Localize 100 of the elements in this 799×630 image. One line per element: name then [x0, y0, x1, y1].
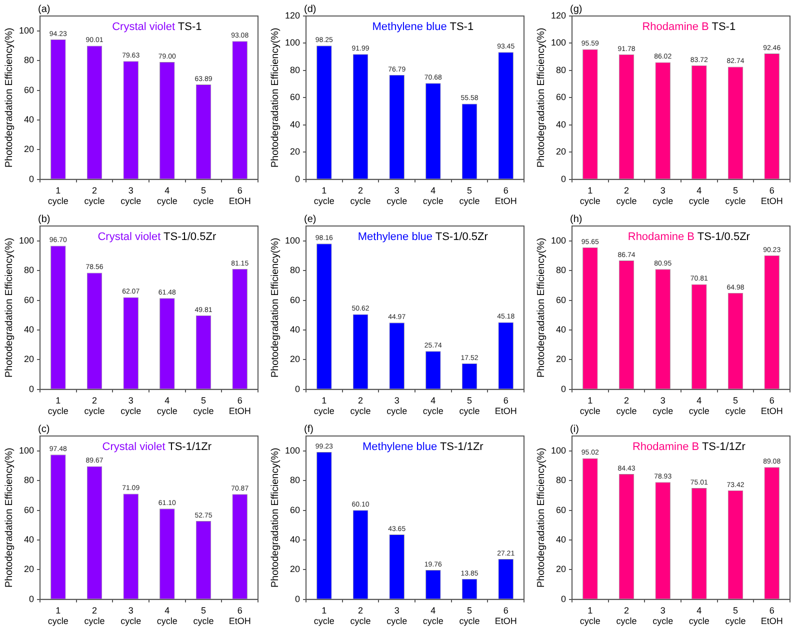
x-tick-label: 2 cycle — [616, 605, 637, 626]
y-tick-label: 20 — [556, 146, 566, 157]
y-tick-label: 120 — [284, 10, 300, 20]
y-tick-label: 20 — [556, 564, 566, 574]
x-tick-label: 4 cycle — [156, 605, 178, 626]
x-tick-label: 1 cycle — [48, 605, 68, 626]
y-tick-label: 80 — [556, 64, 566, 75]
y-tick-label: 60 — [24, 504, 34, 515]
x-tick-label: 5 cycle — [459, 605, 480, 626]
x-tick-label: 2 cycle — [84, 185, 105, 206]
x-tick-label: 6 EtOH — [228, 605, 251, 626]
text: TS-1 — [708, 21, 736, 34]
x-tick-label: 6 EtOH — [228, 185, 251, 206]
x-tick-label: 6 EtOH — [494, 185, 517, 206]
chart-title: Rhodamine B — [632, 441, 700, 454]
x-tick-label: 5 cycle — [193, 395, 214, 416]
y-tick-label: 40 — [556, 324, 566, 334]
text: Rhodamine B — [642, 21, 709, 34]
y-tick-label: 40 — [24, 114, 34, 124]
y-tick-label: 60 — [556, 92, 566, 102]
y-tick-label: 40 — [556, 119, 566, 130]
y-tick-label: 60 — [24, 294, 34, 305]
y-tick-label: 0 — [561, 174, 566, 184]
y-tick-label: 0 — [561, 384, 566, 394]
y-tick-label: 40 — [556, 534, 566, 544]
y-axis-title: Photodegradation Efficiency(%) — [270, 28, 281, 168]
y-tick-label: 100 — [18, 235, 34, 246]
x-tick-label: 5 cycle — [193, 605, 214, 626]
x-tick-label: 1 cycle — [48, 185, 68, 206]
x-tick-label: 3 cycle — [386, 185, 408, 206]
text: (g) — [570, 4, 582, 15]
y-tick-label: 40 — [24, 324, 34, 334]
chart-title: Methylene blue — [362, 441, 438, 454]
x-tick-label: 3 cycle — [120, 605, 142, 626]
y-tick-label: 80 — [556, 265, 566, 276]
x-tick-label: 5 cycle — [725, 395, 746, 416]
chart-subtitle: TS-1/0.5Zr — [694, 231, 750, 244]
chart-subtitle: TS-1/0.5Zr — [432, 231, 488, 244]
x-tick-label: 5 cycle — [725, 185, 746, 206]
chart-title: Rhodamine B — [628, 231, 695, 244]
y-tick-label: 60 — [556, 294, 566, 305]
chart-title: Crystal violet — [98, 231, 161, 244]
chart-title: Crystal violet — [102, 441, 166, 454]
text: (f) — [304, 424, 314, 435]
y-axis-title: Photodegradation Efficiency(%) — [270, 448, 281, 588]
y-axis-title: Photodegradation Efficiency(%) — [536, 448, 547, 588]
x-tick-label: 6 EtOH — [760, 395, 783, 416]
x-tick-label: 1 cycle — [48, 395, 68, 416]
x-tick-label: 2 cycle — [350, 185, 371, 206]
x-tick-label: 2 cycle — [616, 185, 637, 206]
y-tick-label: 20 — [556, 354, 566, 364]
y-tick-label: 0 — [295, 384, 300, 394]
y-tick-label: 100 — [284, 235, 300, 246]
x-tick-label: 4 cycle — [688, 605, 710, 626]
x-tick-label: 1 cycle — [580, 395, 600, 416]
x-tick-label: 6 EtOH — [228, 395, 251, 416]
x-tick-label: 2 cycle — [350, 395, 371, 416]
y-tick-label: 0 — [561, 594, 566, 604]
y-tick-label: 20 — [290, 564, 300, 574]
x-tick-label: 1 cycle — [314, 395, 334, 416]
x-tick-label: 6 EtOH — [494, 605, 517, 626]
x-tick-label: 5 cycle — [459, 185, 480, 206]
x-tick-label: 3 cycle — [120, 185, 142, 206]
y-tick-label: 40 — [290, 324, 300, 334]
x-tick-label: 5 cycle — [725, 605, 746, 626]
x-tick-label: 3 cycle — [652, 395, 674, 416]
chart-title: Crystal violet — [112, 21, 176, 34]
text: TS-1 — [446, 21, 474, 34]
x-tick-label: 5 cycle — [459, 395, 480, 416]
y-tick-label: 0 — [29, 594, 34, 604]
chart-subtitle: TS-1 — [175, 21, 202, 34]
y-tick-label: 60 — [290, 294, 300, 305]
x-tick-label: 4 cycle — [422, 395, 444, 416]
chart-title: Methylene blue — [358, 231, 433, 244]
y-tick-label: 80 — [290, 64, 300, 75]
text: (d) — [304, 4, 316, 15]
x-tick-label: 2 cycle — [84, 605, 105, 626]
text: (e) — [304, 214, 316, 225]
y-tick-label: 0 — [29, 384, 34, 394]
y-tick-label: 20 — [24, 144, 34, 154]
text: (b) — [38, 214, 50, 225]
x-tick-label: 2 cycle — [84, 395, 105, 416]
y-tick-label: 100 — [18, 25, 34, 36]
y-tick-label: 0 — [295, 594, 300, 604]
y-tick-label: 100 — [550, 235, 566, 246]
x-tick-label: 1 cycle — [314, 185, 334, 206]
x-tick-label: 4 cycle — [422, 605, 444, 626]
x-tick-label: 3 cycle — [386, 395, 408, 416]
chart-subtitle: TS-1/0.5Zr — [160, 231, 216, 244]
chart-subtitle: TS-1/1Zr — [437, 441, 484, 454]
y-tick-label: 60 — [290, 92, 300, 102]
y-tick-label: 80 — [24, 475, 34, 486]
y-tick-label: 100 — [550, 445, 566, 456]
text: (i) — [570, 424, 579, 435]
y-axis-title: Photodegradation Efficiency(%) — [536, 28, 547, 168]
y-tick-label: 80 — [290, 265, 300, 276]
y-tick-label: 40 — [290, 534, 300, 544]
x-tick-label: 1 cycle — [580, 185, 600, 206]
x-tick-label: 3 cycle — [652, 605, 674, 626]
y-tick-label: 80 — [290, 475, 300, 486]
